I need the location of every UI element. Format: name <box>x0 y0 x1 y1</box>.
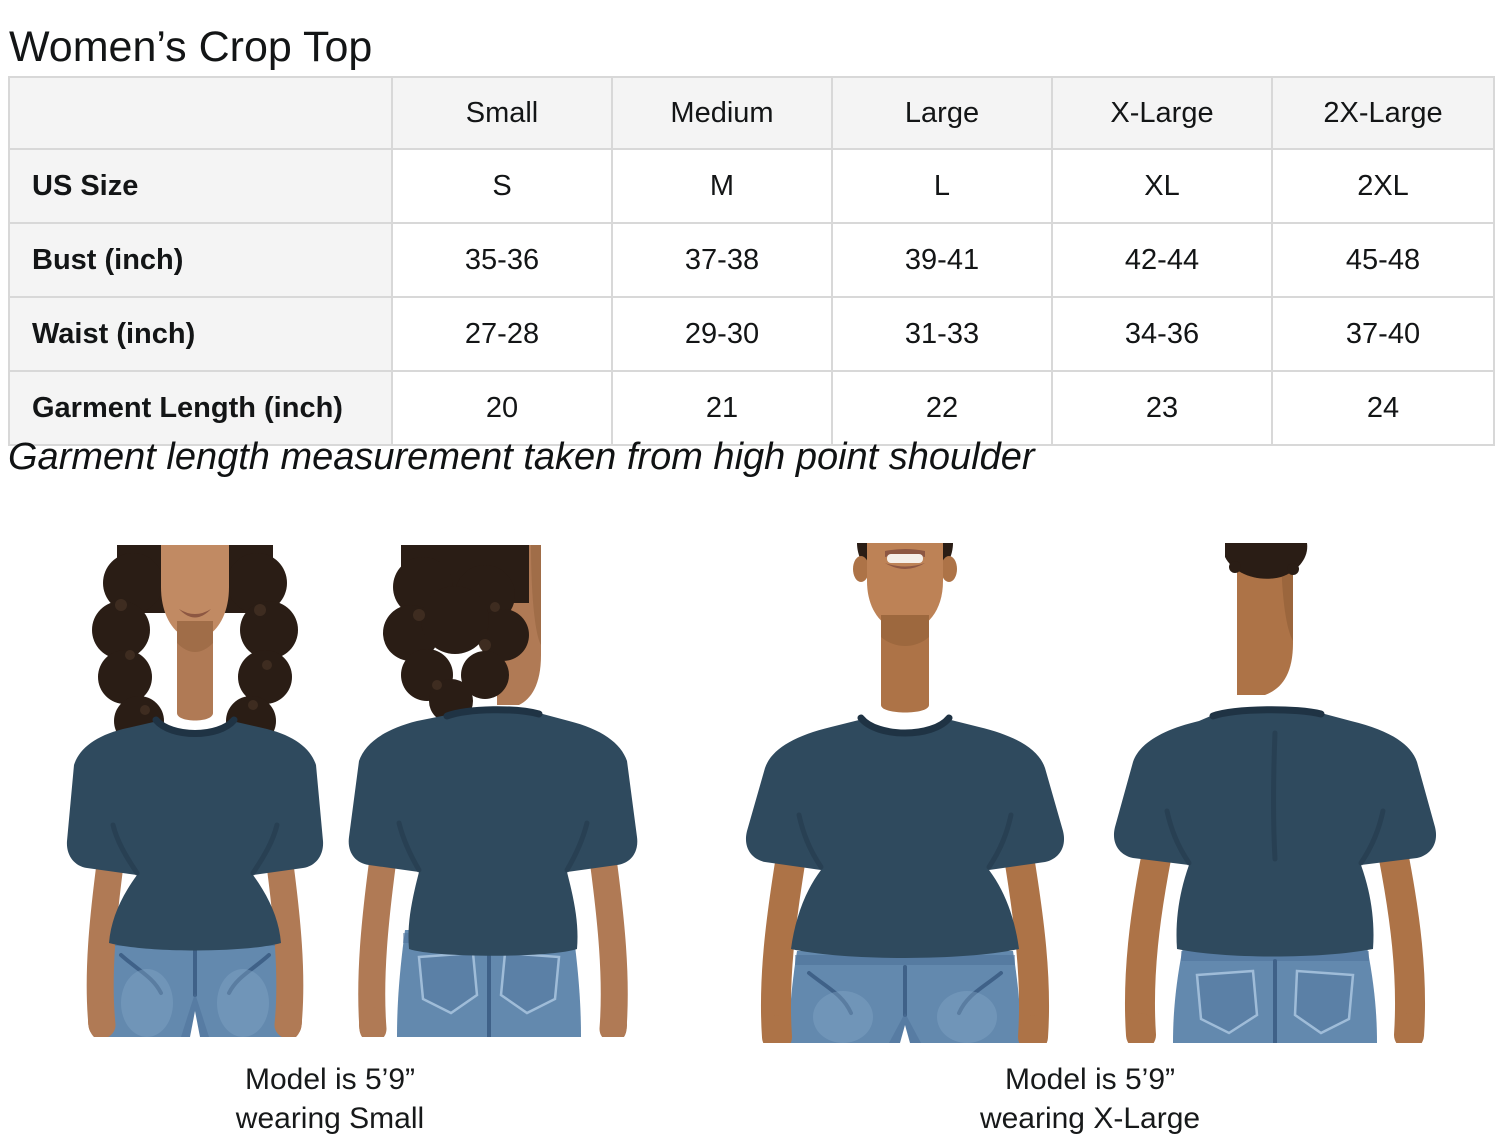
row-label-waist: Waist (inch) <box>8 296 393 372</box>
cell-length-m: 21 <box>611 370 833 446</box>
row-label-garment-length: Garment Length (inch) <box>8 370 393 446</box>
cell-us-size-m: M <box>611 148 833 224</box>
table-header-row: Small Medium Large X-Large 2X-Large <box>8 76 1495 150</box>
cell-bust-xl: 42-44 <box>1051 222 1273 298</box>
lower-lip <box>885 563 925 569</box>
garment-length-note: Garment length measurement taken from hi… <box>8 436 1035 478</box>
cell-waist-l: 31-33 <box>831 296 1053 372</box>
table-row-waist: Waist (inch) 27-28 29-30 31-33 34-36 37-… <box>8 296 1495 372</box>
caption-small-model: Model is 5’9” wearing Small <box>105 1060 555 1138</box>
neck <box>1237 543 1293 695</box>
cell-us-size-xl: XL <box>1051 148 1273 224</box>
col-header-xlarge: X-Large <box>1051 76 1273 150</box>
model-back-xlarge-illustration <box>1113 543 1437 1043</box>
row-label-us-size: US Size <box>8 148 393 224</box>
crop-top <box>745 714 1065 958</box>
cell-waist-m: 29-30 <box>611 296 833 372</box>
cell-length-s: 20 <box>391 370 613 446</box>
face <box>867 543 943 633</box>
table-corner-cell <box>8 76 393 150</box>
smile-teeth <box>887 554 923 563</box>
model-photo-back-xlarge <box>1085 523 1465 1043</box>
cell-bust-l: 39-41 <box>831 222 1053 298</box>
col-header-small: Small <box>391 76 613 150</box>
caption-xlarge-line2: wearing X-Large <box>979 1102 1201 1135</box>
cell-waist-xl: 34-36 <box>1051 296 1273 372</box>
arms <box>1124 838 1426 1043</box>
cell-bust-m: 37-38 <box>611 222 833 298</box>
cell-waist-2xl: 37-40 <box>1271 296 1495 372</box>
model-back-small-illustration <box>348 545 638 1037</box>
table-row-bust: Bust (inch) 35-36 37-38 39-41 42-44 45-4… <box>8 222 1495 298</box>
curly-hair-back <box>383 545 529 723</box>
table-row-us-size: US Size S M L XL 2XL <box>8 148 1495 224</box>
cell-bust-2xl: 45-48 <box>1271 222 1495 298</box>
short-hair-back <box>1225 543 1308 579</box>
neck-shadow <box>531 545 541 645</box>
col-header-large: Large <box>831 76 1053 150</box>
caption-xlarge-line1: Model is 5’9” <box>1004 1063 1176 1096</box>
model-photo-back-small <box>335 525 655 1037</box>
cell-length-xl: 23 <box>1051 370 1273 446</box>
left-ear <box>853 556 869 582</box>
cell-us-size-s: S <box>391 148 613 224</box>
size-table: Small Medium Large X-Large 2X-Large US S… <box>8 76 1495 446</box>
crop-top-back <box>348 706 638 956</box>
caption-small-line1: Model is 5’9” <box>244 1063 416 1096</box>
model-photo-front-small <box>55 525 335 1037</box>
col-header-2xlarge: 2X-Large <box>1271 76 1495 150</box>
model-front-xlarge-illustration <box>745 543 1065 1043</box>
cell-length-l: 22 <box>831 370 1053 446</box>
curly-hair <box>92 545 298 746</box>
jeans <box>789 951 1021 1043</box>
arms <box>760 842 1050 1043</box>
cell-us-size-l: L <box>831 148 1053 224</box>
neck <box>881 615 929 713</box>
cell-waist-s: 27-28 <box>391 296 613 372</box>
page-title: Women’s Crop Top <box>9 22 373 71</box>
arms <box>358 845 628 1037</box>
caption-xlarge-model: Model is 5’9” wearing X-Large <box>865 1060 1315 1138</box>
lips <box>179 609 211 618</box>
col-header-medium: Medium <box>611 76 833 150</box>
cell-length-2xl: 24 <box>1271 370 1495 446</box>
crop-top-back <box>1113 706 1437 957</box>
right-ear <box>941 556 957 582</box>
caption-small-line2: wearing Small <box>235 1102 425 1135</box>
crop-top <box>66 716 324 951</box>
jeans-back <box>1173 947 1377 1043</box>
model-photo-front-xlarge <box>725 523 1075 1043</box>
table-row-garment-length: Garment Length (inch) 20 21 22 23 24 <box>8 370 1495 446</box>
neck-shadow <box>881 615 929 646</box>
neck-shadow <box>177 621 213 652</box>
cell-us-size-2xl: 2XL <box>1271 148 1495 224</box>
model-front-small-illustration <box>66 545 324 1037</box>
cell-bust-s: 35-36 <box>391 222 613 298</box>
arms <box>86 843 304 1037</box>
row-label-bust: Bust (inch) <box>8 222 393 298</box>
face <box>161 545 229 641</box>
